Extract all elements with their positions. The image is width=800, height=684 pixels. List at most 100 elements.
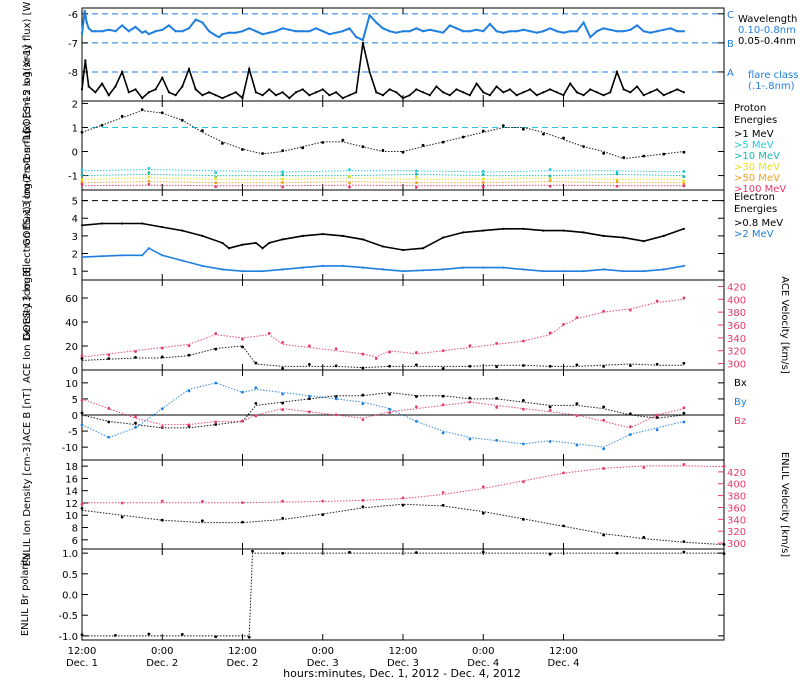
data-point [341, 30, 344, 33]
data-point [522, 227, 525, 230]
data-point [575, 443, 579, 447]
y-tick-label: -8 [68, 68, 78, 79]
data-point [408, 94, 411, 97]
data-point [161, 225, 164, 229]
data-point [521, 339, 525, 343]
data-point [388, 30, 391, 33]
data-point [682, 175, 686, 179]
proton-legend-title: Energies [734, 115, 777, 126]
data-point [181, 229, 184, 232]
proton-legend-item: >5 MeV [734, 140, 774, 151]
data-point [548, 331, 552, 335]
data-point [261, 152, 264, 155]
data-point [495, 396, 499, 400]
data-point [468, 30, 471, 33]
data-point [455, 27, 458, 30]
data-point [401, 496, 405, 500]
data-point [147, 175, 151, 178]
b-legend-item: By [734, 397, 747, 408]
series-0-05-0-4nm [80, 41, 685, 100]
data-point [662, 94, 665, 97]
data-point [521, 399, 525, 402]
data-point [174, 30, 177, 33]
data-point [281, 408, 285, 412]
data-point [441, 366, 445, 370]
data-point [80, 33, 84, 36]
data-point [368, 70, 371, 74]
data-point [80, 502, 84, 506]
y-tick-label: -7 [68, 39, 78, 50]
data-point [121, 222, 124, 225]
data-point [548, 405, 552, 409]
y-tick-label: 5 [72, 197, 78, 208]
data-point [549, 88, 552, 91]
y-tick-label-right: 300 [727, 539, 746, 550]
data-point [147, 33, 150, 36]
data-point [341, 264, 344, 267]
data-point [481, 550, 485, 554]
data-point [361, 366, 365, 370]
data-point [217, 35, 221, 39]
data-point [281, 181, 285, 184]
data-point [481, 185, 485, 189]
data-point [267, 331, 271, 335]
data-point [268, 88, 271, 91]
data-point [628, 308, 632, 312]
data-point [187, 344, 191, 348]
data-point [307, 363, 311, 366]
data-point [414, 169, 418, 173]
x-tick-time-label: 12:00 [549, 646, 578, 657]
xray-flare-legend-item: flare class [748, 70, 798, 81]
data-point [214, 420, 218, 424]
data-point [134, 25, 137, 28]
data-point [662, 28, 665, 31]
x-tick-date-label: Dec. 4 [547, 658, 579, 669]
data-point [602, 94, 605, 97]
data-point [388, 350, 392, 354]
data-point [214, 185, 218, 189]
y-tick-label: -5 [68, 427, 78, 438]
data-point [521, 127, 525, 131]
data-point [80, 180, 84, 184]
data-point [167, 24, 171, 27]
data-point [214, 332, 218, 335]
data-point [80, 224, 84, 227]
proton-legend-item: >50 MeV [734, 173, 780, 184]
data-point [622, 270, 625, 273]
data-point [462, 231, 465, 234]
data-point [448, 94, 451, 97]
data-point [214, 635, 218, 639]
data-point [421, 269, 425, 272]
data-point [221, 142, 224, 145]
data-point [495, 405, 499, 409]
data-point [676, 88, 679, 91]
data-point [221, 268, 224, 271]
data-point [442, 268, 445, 271]
series-trace [81, 345, 684, 369]
y-tick-label: 5 [72, 395, 78, 406]
data-point [307, 344, 311, 348]
data-point [401, 270, 405, 273]
data-point [635, 24, 639, 27]
data-point [294, 91, 298, 94]
data-point [395, 91, 398, 94]
data-point [254, 30, 257, 33]
data-point [281, 177, 285, 181]
data-point [421, 91, 425, 94]
data-point [542, 30, 545, 33]
data-point [80, 168, 84, 172]
data-point [662, 234, 665, 237]
data-point [615, 551, 619, 555]
data-point [475, 82, 478, 85]
data-point [528, 30, 532, 33]
b-legend-item: Bx [734, 378, 747, 389]
data-point [602, 533, 606, 537]
data-point [80, 357, 84, 360]
data-point [254, 91, 257, 94]
data-point [214, 381, 218, 385]
data-point [161, 76, 164, 79]
data-point [682, 550, 686, 554]
data-point [241, 419, 244, 423]
data-point [414, 175, 418, 179]
data-point [381, 149, 385, 152]
